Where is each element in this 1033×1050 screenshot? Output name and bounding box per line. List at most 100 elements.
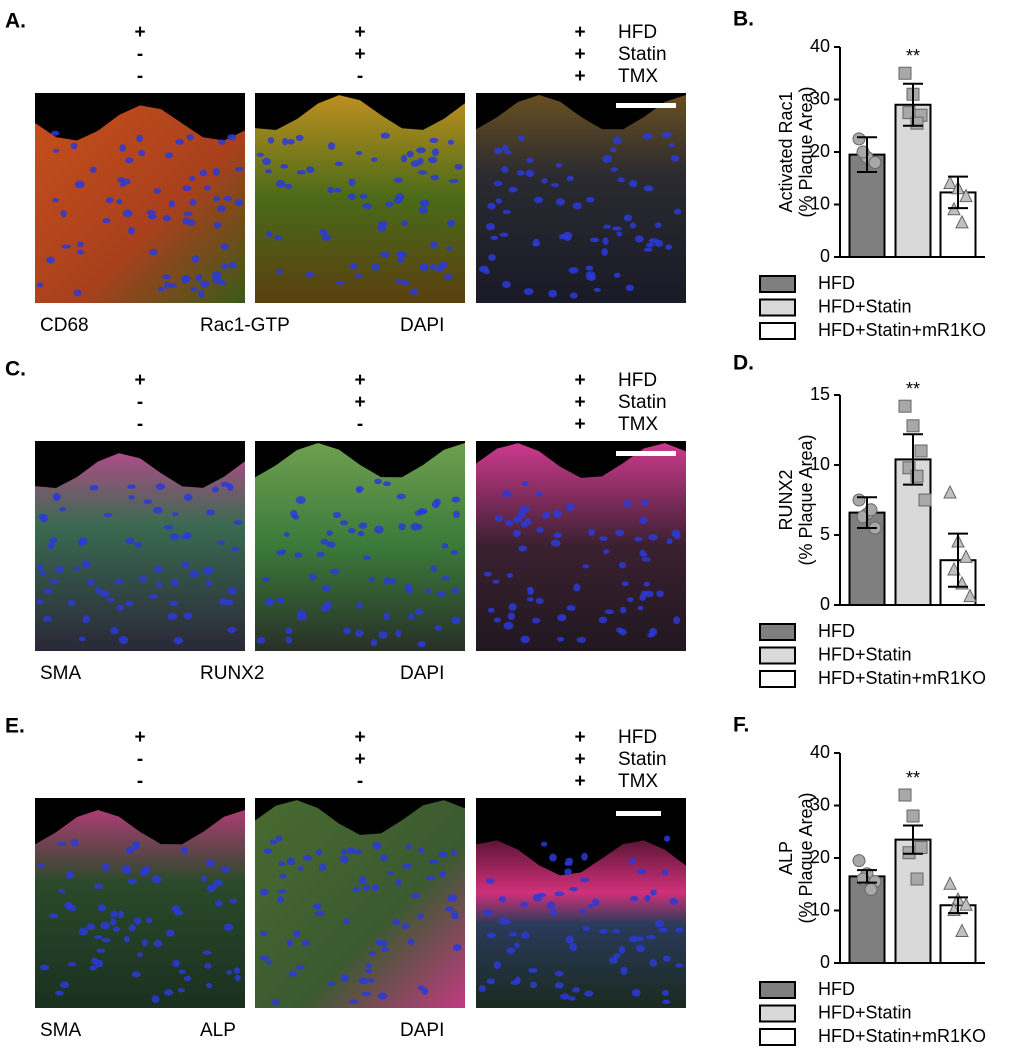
scale-bar — [616, 811, 661, 816]
treatment-sign: - — [137, 771, 143, 792]
treatment-sign: + — [134, 727, 145, 748]
nucleus — [410, 160, 420, 167]
nucleus — [358, 977, 369, 985]
data-point — [959, 188, 973, 203]
nucleus — [521, 931, 530, 939]
nucleus — [123, 936, 130, 943]
nucleus — [223, 923, 234, 932]
nucleus — [417, 985, 425, 991]
nucleus — [220, 866, 231, 873]
nucleus — [164, 989, 174, 996]
nucleus — [428, 156, 438, 164]
nucleus — [417, 847, 425, 853]
nucleus — [493, 147, 503, 155]
nucleus — [165, 929, 175, 937]
nucleus — [284, 183, 293, 189]
nucleus — [279, 873, 287, 879]
nucleus — [417, 640, 426, 648]
nucleus — [214, 899, 223, 907]
nucleus — [587, 903, 594, 909]
nucleus — [662, 999, 671, 1004]
nucleus — [153, 506, 163, 514]
nucleus — [522, 480, 529, 487]
nucleus — [512, 515, 523, 523]
treatment-label: Statin — [618, 44, 667, 65]
nucleus — [189, 198, 197, 206]
nucleus — [431, 500, 440, 508]
nucleus — [334, 188, 342, 193]
nucleus — [448, 178, 459, 184]
y-tick-label: 0 — [820, 246, 830, 266]
nucleus — [648, 627, 658, 636]
scale-bar — [616, 103, 676, 108]
error-bar — [903, 824, 923, 855]
nucleus — [368, 951, 376, 956]
nucleus — [572, 202, 582, 210]
legend-label: HFD — [818, 273, 855, 293]
treatment-label: TMX — [618, 66, 658, 87]
data-point — [898, 66, 912, 80]
nucleus — [168, 283, 177, 288]
nucleus — [565, 857, 574, 864]
nucleus — [362, 555, 372, 560]
nucleus — [602, 549, 610, 554]
nucleus — [61, 244, 71, 249]
nucleus — [202, 950, 212, 955]
nucleus — [355, 150, 363, 156]
nucleus — [204, 185, 211, 191]
data-point — [898, 399, 912, 413]
nucleus — [186, 134, 194, 141]
nucleus — [195, 274, 203, 282]
nucleus — [371, 263, 380, 271]
data-point — [918, 493, 932, 507]
nucleus — [349, 263, 359, 270]
treatment-sign: + — [354, 727, 365, 748]
nucleus — [58, 888, 66, 893]
image-void — [476, 93, 686, 130]
nucleus — [143, 499, 152, 505]
nucleus — [305, 166, 315, 174]
nucleus — [233, 967, 241, 974]
nucleus — [479, 265, 489, 273]
nucleus — [375, 939, 384, 946]
nucleus — [654, 920, 665, 928]
nucleus — [286, 939, 294, 947]
nucleus — [447, 893, 458, 902]
nucleus — [286, 857, 296, 866]
nucleus — [223, 195, 233, 201]
nucleus — [178, 969, 187, 975]
nucleus — [661, 989, 670, 996]
nucleus — [671, 155, 680, 162]
nucleus — [274, 234, 283, 241]
nucleus — [200, 875, 207, 883]
nucleus — [629, 222, 637, 229]
nucleus — [636, 944, 645, 953]
nucleus — [501, 490, 512, 498]
data-point — [852, 493, 866, 507]
nucleus — [177, 988, 185, 993]
nucleus — [488, 254, 496, 261]
nucleus — [93, 883, 104, 889]
nucleus — [518, 135, 525, 142]
nucleus — [585, 265, 594, 271]
nucleus — [330, 568, 340, 575]
nucleus — [180, 846, 188, 855]
nucleus — [78, 537, 89, 545]
nucleus — [110, 910, 118, 918]
nucleus — [226, 970, 233, 975]
nucleus — [504, 520, 514, 527]
nucleus — [165, 152, 174, 159]
legend-label: HFD+Statin+mR1KO — [818, 668, 986, 688]
nucleus — [349, 999, 359, 1005]
nucleus — [95, 587, 102, 594]
micrograph — [476, 93, 686, 303]
nucleus — [36, 599, 44, 605]
nucleus — [314, 910, 325, 917]
y-axis-label: (% Plaque Area) — [796, 434, 816, 565]
nucleus — [604, 609, 614, 615]
nucleus — [623, 499, 632, 508]
nucleus — [347, 528, 356, 534]
nucleus — [645, 242, 655, 248]
treatment-sign: + — [354, 749, 365, 770]
